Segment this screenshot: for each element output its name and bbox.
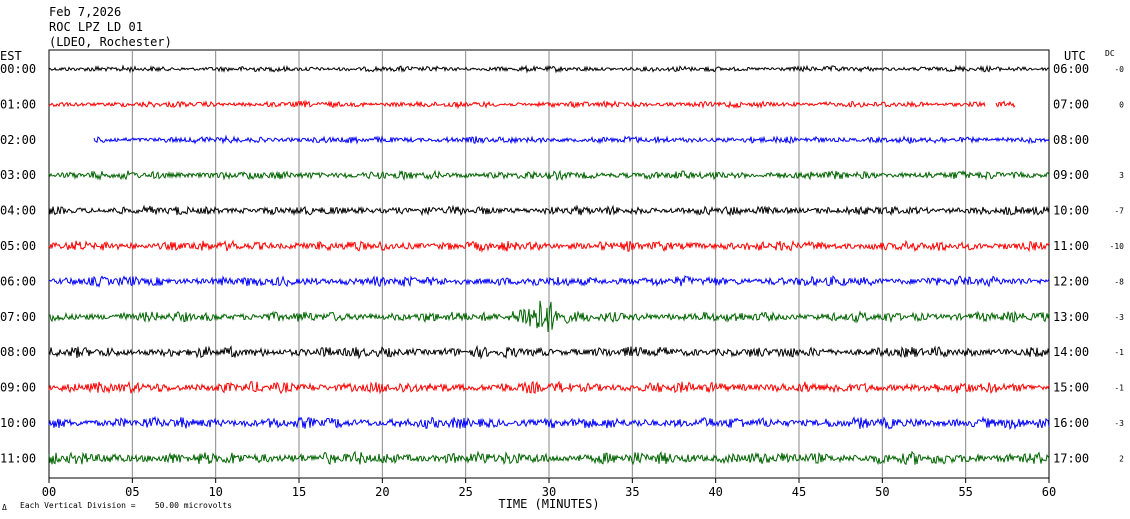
- trace-layer: [48, 64, 1050, 466]
- x-tick-label: 10: [208, 485, 222, 499]
- dc-offset-label: -3: [1114, 419, 1124, 428]
- est-time-label: 04:00: [0, 204, 36, 218]
- seismic-trace: [48, 275, 1050, 288]
- x-tick-label: 30: [542, 485, 556, 499]
- est-time-label: 03:00: [0, 168, 36, 182]
- est-time-label: 01:00: [0, 97, 36, 111]
- dc-offset-label: -0: [1114, 65, 1124, 74]
- utc-time-label: 07:00: [1053, 97, 1089, 111]
- x-tick-label: 60: [1042, 485, 1056, 499]
- dc-offset-label: 0: [1119, 100, 1124, 109]
- est-time-label: 11:00: [0, 451, 36, 465]
- seismic-trace: [48, 169, 1050, 182]
- x-axis-title: TIME (MINUTES): [498, 497, 599, 511]
- dc-offset-label: -3: [1114, 313, 1124, 322]
- x-tick-label: 15: [292, 485, 306, 499]
- dc-offset-label: -1: [1114, 384, 1124, 393]
- est-time-label: 07:00: [0, 310, 36, 324]
- seismic-trace: [48, 300, 1050, 332]
- est-time-label: 06:00: [0, 274, 36, 288]
- x-tick-label: 50: [875, 485, 889, 499]
- utc-time-label: 13:00: [1053, 310, 1089, 324]
- seismic-trace: [48, 344, 1050, 360]
- utc-time-label: 15:00: [1053, 381, 1089, 395]
- right-timezone-label: UTC: [1064, 49, 1086, 63]
- dc-offset-label: 2: [1119, 454, 1124, 463]
- est-time-label: 05:00: [0, 239, 36, 253]
- x-tick-label: 05: [125, 485, 139, 499]
- dc-offset-label: 3: [1119, 171, 1124, 180]
- chart-network: (LDEO, Rochester): [49, 35, 172, 49]
- utc-time-label: 16:00: [1053, 416, 1089, 430]
- dc-column-header: DC: [1105, 49, 1115, 58]
- seismic-trace: [93, 134, 1050, 145]
- seismic-trace: [48, 415, 1050, 431]
- x-tick-label: 40: [708, 485, 722, 499]
- x-axis: 00 05 10 15 20 25 30 35 40 45 50 55 60: [42, 478, 1056, 499]
- seismic-trace: [48, 64, 1050, 74]
- seismic-trace: [48, 450, 1050, 466]
- est-time-label: 08:00: [0, 345, 36, 359]
- corner-mark: Δ: [2, 503, 7, 512]
- x-tick-label: 55: [958, 485, 972, 499]
- seismic-trace: [48, 239, 1050, 253]
- utc-time-label: 09:00: [1053, 168, 1089, 182]
- seismic-trace: [48, 99, 1016, 110]
- dc-offset-label: -8: [1114, 277, 1124, 286]
- est-time-label: 10:00: [0, 416, 36, 430]
- chart-date: Feb 7,2026: [49, 5, 121, 19]
- utc-time-label: 14:00: [1053, 345, 1089, 359]
- row-label-layer: 00:00 06:00 -0 01:00 07:00 0 02:00 08:00 03:00 09…: [0, 62, 1124, 465]
- x-tick-label: 25: [458, 485, 472, 499]
- left-timezone-label: EST: [0, 49, 22, 63]
- dc-offset-label: -1: [1114, 348, 1124, 357]
- utc-time-label: 10:00: [1053, 204, 1089, 218]
- est-time-label: 09:00: [0, 381, 36, 395]
- x-tick-label: 35: [625, 485, 639, 499]
- dc-offset-label: -10: [1110, 242, 1125, 251]
- dc-offset-label: -7: [1114, 207, 1124, 216]
- est-time-label: 02:00: [0, 133, 36, 147]
- chart-station: ROC LPZ LD 01: [49, 20, 143, 34]
- x-tick-label: 00: [42, 485, 56, 499]
- x-tick-label: 45: [792, 485, 806, 499]
- seismic-trace: [48, 204, 1050, 217]
- utc-time-label: 11:00: [1053, 239, 1089, 253]
- x-tick-label: 20: [375, 485, 389, 499]
- seismic-trace: [48, 380, 1050, 395]
- utc-time-label: 08:00: [1053, 133, 1089, 147]
- utc-time-label: 12:00: [1053, 274, 1089, 288]
- est-time-label: 00:00: [0, 62, 36, 76]
- utc-time-label: 06:00: [1053, 62, 1089, 76]
- scale-note: Each Vertical Division = 50.00 microvolt…: [20, 501, 232, 510]
- vertical-grid: [131, 50, 967, 478]
- utc-time-label: 17:00: [1053, 451, 1089, 465]
